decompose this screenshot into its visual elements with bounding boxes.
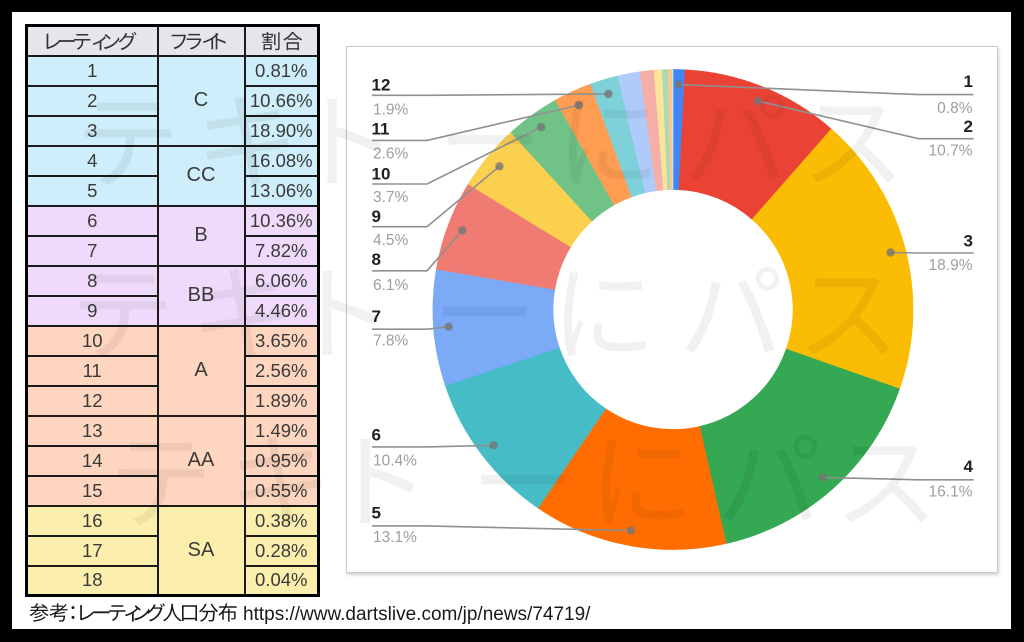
svg-text:1.9%: 1.9% <box>373 101 409 118</box>
svg-text:1: 1 <box>964 72 973 91</box>
svg-text:10.7%: 10.7% <box>929 143 973 160</box>
svg-text:9: 9 <box>372 207 381 226</box>
svg-text:2.6%: 2.6% <box>373 145 409 162</box>
svg-text:4.5%: 4.5% <box>373 232 409 249</box>
svg-text:10: 10 <box>372 164 391 183</box>
svg-text:6.1%: 6.1% <box>373 277 409 294</box>
svg-text:8: 8 <box>372 250 381 269</box>
svg-text:3: 3 <box>964 231 973 250</box>
svg-text:7.8%: 7.8% <box>373 332 409 349</box>
svg-text:10.4%: 10.4% <box>373 452 417 469</box>
svg-text:https://www.dartslive.com/jp/n: https://www.dartslive.com/jp/news/74719/ <box>243 604 591 625</box>
svg-text:12: 12 <box>372 76 391 95</box>
svg-text:6: 6 <box>372 425 381 444</box>
svg-text:18.9%: 18.9% <box>929 257 973 274</box>
svg-text:7: 7 <box>372 307 381 326</box>
svg-text:0.8%: 0.8% <box>937 100 973 117</box>
svg-text:2: 2 <box>964 117 973 136</box>
svg-text:4: 4 <box>964 457 974 476</box>
svg-text:3.7%: 3.7% <box>373 189 409 206</box>
svg-text:5: 5 <box>372 503 381 522</box>
svg-text:11: 11 <box>372 120 390 139</box>
svg-text:16.1%: 16.1% <box>929 484 973 501</box>
svg-text:13.1%: 13.1% <box>373 529 417 546</box>
